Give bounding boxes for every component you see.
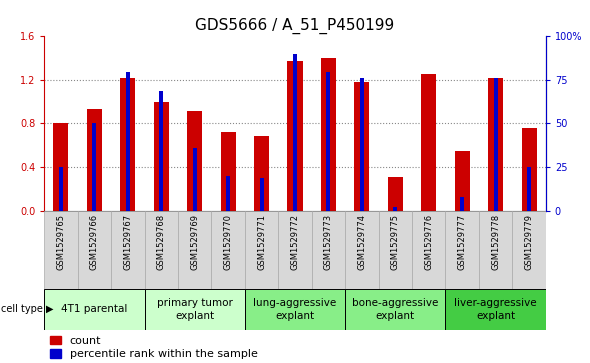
Bar: [93, 123, 96, 211]
Bar: [527, 167, 531, 211]
Text: liver-aggressive
explant: liver-aggressive explant: [454, 298, 537, 321]
Text: GSM1529776: GSM1529776: [424, 214, 433, 270]
Bar: [145, 289, 245, 330]
Bar: [187, 111, 202, 211]
Bar: [460, 197, 464, 211]
Bar: [245, 289, 345, 330]
Text: GSM1529775: GSM1529775: [391, 214, 400, 270]
Bar: [78, 211, 111, 289]
Bar: [59, 167, 63, 211]
Bar: [455, 151, 470, 211]
Bar: [44, 211, 78, 289]
Bar: [154, 102, 169, 211]
Text: GSM1529768: GSM1529768: [157, 214, 166, 270]
Bar: [326, 72, 330, 211]
Bar: [345, 211, 379, 289]
Text: GSM1529770: GSM1529770: [224, 214, 232, 270]
Bar: [388, 177, 403, 211]
Text: GSM1529767: GSM1529767: [123, 214, 132, 270]
Bar: [111, 211, 145, 289]
Bar: [445, 289, 546, 330]
Bar: [254, 136, 269, 211]
Text: GSM1529777: GSM1529777: [458, 214, 467, 270]
Bar: [226, 176, 230, 211]
Bar: [287, 61, 303, 211]
Bar: [126, 72, 130, 211]
Bar: [488, 78, 503, 211]
Text: 4T1 parental: 4T1 parental: [61, 305, 127, 314]
Text: GSM1529772: GSM1529772: [290, 214, 300, 270]
Bar: [494, 78, 497, 211]
Bar: [321, 58, 336, 211]
Bar: [345, 289, 445, 330]
Bar: [159, 91, 163, 211]
Text: GSM1529778: GSM1529778: [491, 214, 500, 270]
Bar: [145, 211, 178, 289]
Bar: [260, 178, 264, 211]
Bar: [278, 211, 312, 289]
Bar: [412, 211, 445, 289]
Text: GSM1529773: GSM1529773: [324, 214, 333, 270]
Text: bone-aggressive
explant: bone-aggressive explant: [352, 298, 438, 321]
Text: GSM1529765: GSM1529765: [57, 214, 65, 270]
Bar: [312, 211, 345, 289]
Bar: [360, 78, 364, 211]
Title: GDS5666 / A_51_P450199: GDS5666 / A_51_P450199: [195, 17, 395, 33]
Bar: [211, 211, 245, 289]
Text: GSM1529779: GSM1529779: [525, 214, 533, 270]
Bar: [221, 132, 235, 211]
Bar: [245, 211, 278, 289]
Text: GSM1529774: GSM1529774: [358, 214, 366, 270]
Bar: [44, 289, 145, 330]
Text: lung-aggressive
explant: lung-aggressive explant: [253, 298, 337, 321]
Bar: [512, 211, 546, 289]
Bar: [479, 211, 512, 289]
Bar: [120, 78, 135, 211]
Bar: [522, 128, 536, 211]
Bar: [394, 207, 397, 211]
Bar: [421, 74, 436, 211]
Bar: [193, 148, 196, 211]
Bar: [293, 54, 297, 211]
Text: GSM1529766: GSM1529766: [90, 214, 99, 270]
Text: cell type ▶: cell type ▶: [1, 305, 53, 314]
Bar: [355, 82, 369, 211]
Text: GSM1529769: GSM1529769: [190, 214, 199, 270]
Bar: [178, 211, 211, 289]
Text: primary tumor
explant: primary tumor explant: [157, 298, 232, 321]
Bar: [379, 211, 412, 289]
Text: GSM1529771: GSM1529771: [257, 214, 266, 270]
Bar: [54, 123, 68, 211]
Bar: [87, 109, 102, 211]
Legend: count, percentile rank within the sample: count, percentile rank within the sample: [50, 336, 258, 359]
Bar: [445, 211, 479, 289]
